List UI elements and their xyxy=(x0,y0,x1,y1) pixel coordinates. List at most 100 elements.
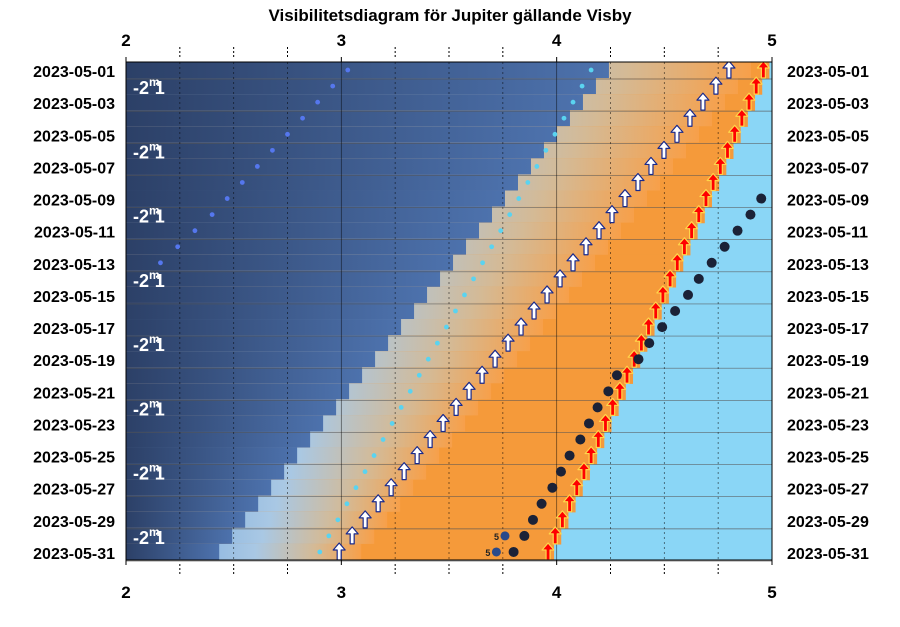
y-tick-label-right: 2023-05-03 xyxy=(787,96,869,113)
twilight-background xyxy=(126,62,772,560)
night-band xyxy=(126,62,609,79)
night-band xyxy=(126,463,285,481)
sunrise-arrow xyxy=(706,172,720,192)
sunrise-arrow xyxy=(713,156,727,176)
sunrise-arrow xyxy=(756,62,770,79)
sunrise-arrow-shape xyxy=(570,478,584,497)
nautical-dawn-dot xyxy=(525,180,531,185)
jupiter-dot xyxy=(633,354,644,365)
y-tick-label-left: 2023-05-31 xyxy=(33,546,115,563)
night-band xyxy=(126,415,324,433)
astronomical-dawn-dot xyxy=(254,164,260,169)
civil-dawn-arrow xyxy=(514,317,528,336)
jupiter-rise-dot xyxy=(592,402,603,413)
sunrise-arrow-shape xyxy=(584,445,598,465)
nautical-dawn-dot xyxy=(344,501,350,507)
y-tick-label-right: 2023-05-23 xyxy=(787,417,869,434)
sunrise-arrow xyxy=(699,188,713,208)
y-tick-label-right: 2023-05-27 xyxy=(787,482,869,499)
jupiter-rise-dot xyxy=(527,514,538,525)
y-tick-label-left: 2023-05-17 xyxy=(33,321,115,338)
y-tick-label-left: 2023-05-19 xyxy=(33,353,115,370)
night-band xyxy=(126,511,246,529)
sunrise-arrow xyxy=(728,124,742,143)
jupiter-dot xyxy=(719,241,730,252)
nautical-dawn-dot xyxy=(480,260,485,266)
civil-dawn-arrow xyxy=(345,526,359,545)
civil-dawn-arrow-shape xyxy=(449,397,463,416)
jupiter-dot xyxy=(657,322,668,333)
nautical-dawn-dot xyxy=(462,292,467,298)
night-band xyxy=(126,286,428,304)
magnitude-label: -2m1 xyxy=(133,525,165,548)
night-band xyxy=(126,142,544,159)
nautical-dawn-dot xyxy=(389,421,395,426)
astronomical-dawn-dot xyxy=(224,196,230,201)
nautical-dawn-dot xyxy=(588,67,594,73)
civil-dawn-arrow-shape xyxy=(618,188,632,208)
civil-dawn-arrow-shape xyxy=(644,156,658,176)
jupiter-dot xyxy=(683,289,694,300)
sunrise-arrow-shape xyxy=(649,301,663,320)
sunrise-arrow xyxy=(677,237,692,256)
nautical-dawn-dot xyxy=(570,99,576,105)
civil-dawn-arrow xyxy=(436,413,450,433)
y-tick-label-left: 2023-05-03 xyxy=(33,96,115,113)
nautical-dawn-dot xyxy=(416,372,422,378)
sunrise-arrow-shape xyxy=(706,172,720,192)
magnitude-label: -2m1 xyxy=(133,75,165,98)
altitude-label: 5 xyxy=(494,532,499,542)
y-tick-label-right: 2023-05-29 xyxy=(787,514,869,531)
y-tick-label-right: 2023-05-17 xyxy=(787,321,869,338)
civil-dawn-arrow-shape xyxy=(397,462,411,481)
y-tick-label-left: 2023-05-29 xyxy=(33,514,115,531)
civil-dawn-arrow xyxy=(618,188,632,208)
sunrise-arrow xyxy=(548,526,562,545)
sunrise-arrow-shape xyxy=(555,510,570,529)
y-tick-label-right: 2023-05-19 xyxy=(787,353,869,370)
civil-dawn-arrow-shape xyxy=(553,269,567,288)
sunrise-arrow xyxy=(649,301,663,320)
civil-dawn-arrow-shape xyxy=(371,494,385,513)
x-tick-label-bottom: 3 xyxy=(337,583,346,602)
sunrise-arrow xyxy=(720,140,735,159)
nautical-dawn-dot xyxy=(380,437,386,442)
civil-dawn-arrow xyxy=(527,301,541,320)
sunrise-arrow-shape xyxy=(749,76,763,95)
civil-dawn-arrow-shape xyxy=(657,140,671,159)
magnitude-labels: -2m1 -2m1 -2m1 -2m1 -2m1 -2m1 -2m1 -2m1 xyxy=(133,75,165,548)
y-tick-label-right: 2023-05-21 xyxy=(787,385,869,402)
y-tick-label-left: 2023-05-11 xyxy=(34,225,115,242)
night-band xyxy=(126,447,298,465)
magnitude-label: -2m1 xyxy=(133,461,165,484)
x-tick-label-top: 3 xyxy=(337,31,346,50)
night-band xyxy=(126,174,518,192)
astronomical-dawn-dot xyxy=(285,131,290,137)
y-tick-label-left: 2023-05-13 xyxy=(33,257,115,274)
jupiter-rise-dot xyxy=(603,386,614,397)
astronomical-dawn-dot xyxy=(270,147,275,153)
night-band xyxy=(126,399,337,417)
astronomical-dawn-dot xyxy=(192,228,198,234)
jupiter-rise-dot xyxy=(547,482,558,493)
sunrise-arrow-shape xyxy=(756,62,770,79)
sunrise-arrow-shape xyxy=(656,285,670,304)
jupiter-altitude-dot xyxy=(500,531,510,541)
nautical-dawn-dot xyxy=(317,549,323,555)
sunrise-arrow xyxy=(562,494,577,513)
sunrise-arrow-shape xyxy=(735,108,749,127)
y-tick-label-right: 2023-05-25 xyxy=(787,450,869,467)
magnitude-label: -2m1 xyxy=(133,396,165,419)
jupiter-dot xyxy=(756,193,767,204)
y-tick-label-left: 2023-05-27 xyxy=(33,482,115,499)
civil-dawn-arrow xyxy=(553,269,567,288)
astronomical-dawn-dot xyxy=(345,67,351,73)
sunrise-arrow-shape xyxy=(663,269,677,288)
nautical-dawn-dot xyxy=(471,276,476,282)
sunrise-arrow-shape xyxy=(713,156,727,176)
jupiter-rise-dot xyxy=(508,546,519,557)
nautical-dawn-dot xyxy=(425,356,431,362)
sunrise-arrow-shape xyxy=(613,381,627,400)
